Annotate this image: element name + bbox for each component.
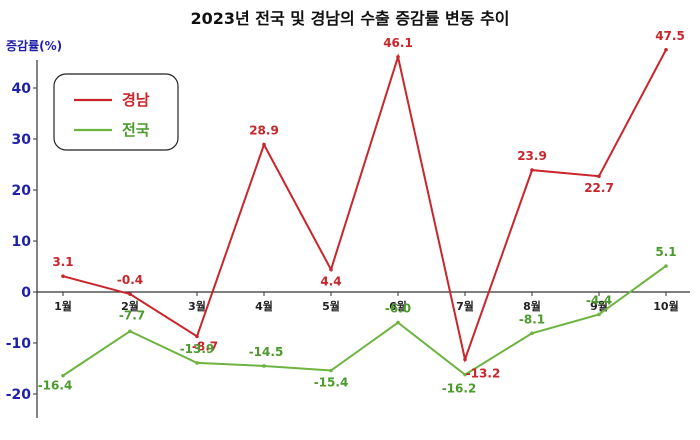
x-tick-label: 5월 bbox=[322, 299, 340, 313]
data-label-national: -15.4 bbox=[314, 376, 349, 390]
x-tick-label: 9월 bbox=[590, 299, 608, 313]
data-label-national: -7.7 bbox=[119, 308, 145, 322]
data-point-gyeongnam bbox=[61, 274, 65, 278]
data-point-national bbox=[396, 320, 400, 325]
y-tick-label: 30 bbox=[12, 132, 32, 148]
x-tick-label: 3월 bbox=[188, 299, 206, 313]
data-label-gyeongnam: -0.4 bbox=[117, 273, 143, 287]
y-tick-label: -10 bbox=[6, 336, 32, 352]
chart-title: 2023년 전국 및 경남의 수출 증감률 변동 추이 bbox=[190, 9, 509, 28]
data-label-gyeongnam: -13.2 bbox=[466, 366, 501, 380]
x-tick-label: 2월 bbox=[121, 299, 139, 313]
data-label-national: -6.0 bbox=[385, 302, 411, 316]
data-point-gyeongnam bbox=[664, 47, 668, 52]
x-tick-label: 8월 bbox=[523, 299, 541, 313]
data-label-gyeongnam: 28.9 bbox=[249, 124, 279, 138]
y-tick-label: -20 bbox=[6, 387, 32, 403]
data-point-gyeongnam bbox=[195, 334, 199, 339]
data-label-national: -13.9 bbox=[180, 342, 215, 356]
data-point-national bbox=[61, 373, 65, 378]
data-point-national bbox=[463, 372, 467, 377]
data-label-gyeongnam: 3.1 bbox=[52, 255, 73, 269]
y-tick-label: 40 bbox=[12, 81, 32, 97]
data-label-national: 5.1 bbox=[655, 245, 676, 259]
y-axis-label: 증감률(%) bbox=[6, 38, 62, 53]
data-point-national bbox=[597, 312, 601, 317]
y-tick-label: 20 bbox=[12, 183, 32, 199]
data-point-gyeongnam bbox=[463, 357, 467, 362]
data-label-national: -16.4 bbox=[38, 379, 73, 393]
data-point-national bbox=[664, 264, 668, 268]
data-label-national: -4.4 bbox=[586, 293, 612, 307]
data-label-national: -14.5 bbox=[249, 345, 284, 359]
data-label-national: -8.1 bbox=[519, 312, 545, 326]
series-line-national bbox=[62, 265, 667, 377]
x-tick-label: 4월 bbox=[255, 299, 273, 313]
data-point-national bbox=[195, 361, 199, 365]
y-tick-label: 0 bbox=[21, 285, 31, 301]
x-tick-label: 1월 bbox=[54, 299, 72, 313]
legend-label: 전국 bbox=[122, 121, 150, 139]
data-label-gyeongnam: 47.5 bbox=[655, 29, 685, 43]
data-point-gyeongnam bbox=[597, 174, 601, 179]
data-label-national: -16.2 bbox=[442, 382, 477, 396]
data-labels: 3.1 -0.4 -8.7 28.9 4.4 46.1 -13.2 23.9 22.7 47.5 -… bbox=[38, 29, 685, 396]
y-tick-label: 10 bbox=[12, 234, 32, 250]
data-point-gyeongnam bbox=[262, 142, 266, 147]
data-point-national bbox=[329, 368, 333, 373]
x-tick-label: 7월 bbox=[456, 299, 474, 313]
data-point-gyeongnam bbox=[396, 55, 400, 59]
series-line-gyeongnam bbox=[62, 49, 667, 363]
data-point-national bbox=[128, 329, 132, 334]
series-layer bbox=[61, 47, 668, 378]
data-label-gyeongnam: 4.4 bbox=[320, 275, 341, 289]
data-point-gyeongnam bbox=[530, 168, 534, 172]
data-point-national bbox=[530, 331, 534, 336]
data-point-gyeongnam bbox=[128, 292, 132, 296]
data-point-gyeongnam bbox=[329, 267, 333, 272]
data-point-national bbox=[262, 364, 266, 368]
legend-box bbox=[53, 73, 179, 151]
x-tick-label: 10월 bbox=[653, 299, 678, 313]
data-label-gyeongnam: 22.7 bbox=[584, 181, 614, 195]
legend-label: 경남 bbox=[122, 91, 150, 109]
data-label-gyeongnam: 46.1 bbox=[383, 36, 413, 50]
axes: -20 -10 0 10 20 30 40 1월 2월 3월 4월 5월 6월 7월 8월 9월 10월 bbox=[6, 60, 690, 418]
data-label-gyeongnam: -8.7 bbox=[192, 339, 218, 353]
data-label-gyeongnam: 23.9 bbox=[517, 149, 547, 163]
x-tick-label: 6월 bbox=[389, 299, 407, 313]
